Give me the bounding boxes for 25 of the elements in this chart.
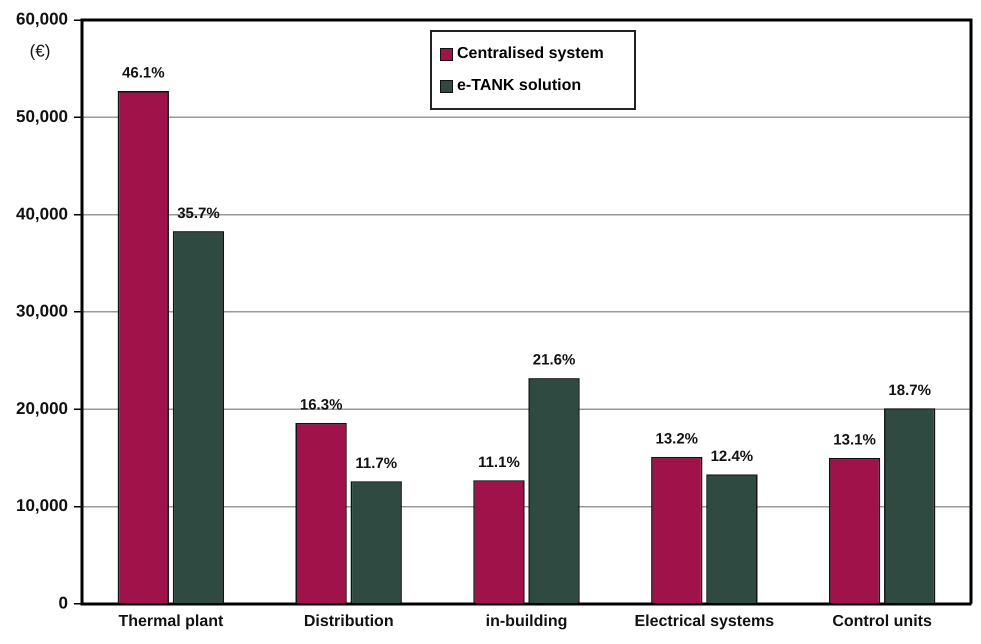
x-tick-label: in-building	[486, 612, 568, 630]
y-tick-label: 30,000	[16, 302, 68, 321]
annotation: 16.3%	[300, 396, 342, 414]
annotation: 11.7%	[355, 454, 398, 472]
annotation: 13.1%	[833, 431, 876, 448]
x-tick-label: Distribution	[304, 612, 394, 630]
annotation: 12.4%	[710, 448, 754, 466]
x-tick-label: Thermal plant	[118, 612, 224, 630]
annotation: 21.6%	[532, 352, 576, 369]
annotation: 46.1%	[122, 64, 165, 82]
annotation: 35.7%	[177, 204, 220, 222]
y-tick-label: 40,000	[16, 204, 68, 224]
annotation: 18.7%	[888, 382, 931, 399]
legend-label: Centralised system	[457, 44, 604, 64]
y-tick-label: 50,000	[16, 106, 68, 126]
annotation: 11.1%	[478, 454, 520, 471]
legend-label: e-TANK solution	[457, 76, 582, 96]
y-tick-label: 10,000	[16, 496, 68, 516]
x-tick-label: Electrical systems	[634, 612, 774, 630]
annotation: 13.2%	[655, 430, 698, 448]
y-tick-label: 60,000	[16, 10, 68, 29]
y-tick-label: 20,000	[16, 398, 68, 418]
y-axis-title: (€)	[30, 42, 50, 61]
y-tick-label: 0	[58, 593, 68, 612]
x-tick-label: Control units	[832, 612, 932, 630]
